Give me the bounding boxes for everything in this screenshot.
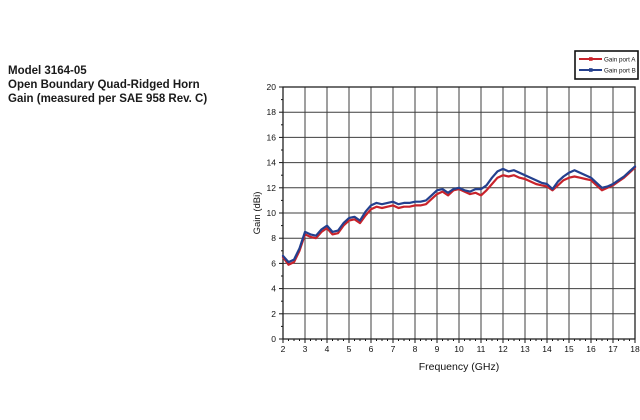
measurement-note: Gain (measured per SAE 958 Rev. C) bbox=[8, 93, 208, 105]
y-tick-label: 18 bbox=[267, 107, 277, 117]
legend-entry-label: Gain port A bbox=[604, 56, 636, 63]
gain-chart: 2 3 4 5 6 7 8 9 10 11 12 13 14 15 16 17 18 0 2 4 6 8 10 12 14 16 1… bbox=[250, 45, 640, 390]
x-tick-labels: 2 3 4 5 6 7 8 9 10 11 12 13 14 15 16 17 18 bbox=[281, 344, 640, 354]
x-tick-label: 16 bbox=[586, 344, 596, 354]
x-tick-label: 5 bbox=[347, 344, 352, 354]
product-subtitle: Open Boundary Quad-Ridged Horn bbox=[8, 79, 200, 91]
y-tick-label: 10 bbox=[267, 208, 277, 218]
series-line-gain-port-b bbox=[281, 165, 637, 264]
x-tick-label: 17 bbox=[608, 344, 618, 354]
legend-box bbox=[574, 50, 639, 80]
x-tick-label: 15 bbox=[564, 344, 574, 354]
y-tick-label: 4 bbox=[271, 284, 276, 294]
axis-ticks bbox=[279, 86, 636, 343]
x-tick-label: 9 bbox=[435, 344, 440, 354]
legend-entry-label: Gain port B bbox=[604, 67, 636, 74]
y-tick-label: 8 bbox=[271, 233, 276, 243]
x-tick-label: 14 bbox=[542, 344, 552, 354]
x-tick-label: 18 bbox=[630, 344, 640, 354]
legend-marker bbox=[589, 68, 593, 72]
x-tick-label: 4 bbox=[325, 344, 330, 354]
x-tick-label: 11 bbox=[477, 344, 486, 354]
y-tick-label: 14 bbox=[267, 158, 277, 168]
x-axis-label: Frequency (GHz) bbox=[419, 361, 500, 373]
x-tick-label: 13 bbox=[520, 344, 530, 354]
legend-marker bbox=[589, 57, 593, 61]
x-tick-label: 3 bbox=[303, 344, 308, 354]
gain-vs-frequency-plot: 2 3 4 5 6 7 8 9 10 11 12 13 14 15 16 17 1802468101214161… bbox=[252, 50, 640, 373]
y-tick-label: 12 bbox=[267, 183, 277, 193]
x-tick-label: 8 bbox=[413, 344, 418, 354]
x-tick-label: 10 bbox=[454, 344, 464, 354]
y-tick-label: 20 bbox=[267, 82, 277, 92]
x-tick-label: 2 bbox=[281, 344, 286, 354]
x-tick-label: 7 bbox=[391, 344, 396, 354]
y-tick-labels: 0 2 4 6 8 10 12 14 16 18 20 bbox=[267, 82, 277, 344]
y-tick-label: 2 bbox=[271, 309, 276, 319]
series-line-gain-port-a bbox=[281, 166, 637, 266]
y-tick-label: 0 bbox=[271, 334, 276, 344]
grid-lines bbox=[282, 86, 636, 340]
x-tick-label: 6 bbox=[369, 344, 374, 354]
title-block: Model 3164-05 Open Boundary Quad-Ridged … bbox=[8, 64, 258, 106]
y-axis-label: Gain (dBi) bbox=[252, 192, 263, 235]
y-tick-label: 16 bbox=[267, 132, 277, 142]
model-title: Model 3164-05 bbox=[8, 65, 87, 77]
x-tick-label: 12 bbox=[498, 344, 508, 354]
plot-frame bbox=[282, 86, 636, 340]
y-tick-label: 6 bbox=[271, 258, 276, 268]
legend: Gain port A Gain port B bbox=[574, 50, 639, 80]
